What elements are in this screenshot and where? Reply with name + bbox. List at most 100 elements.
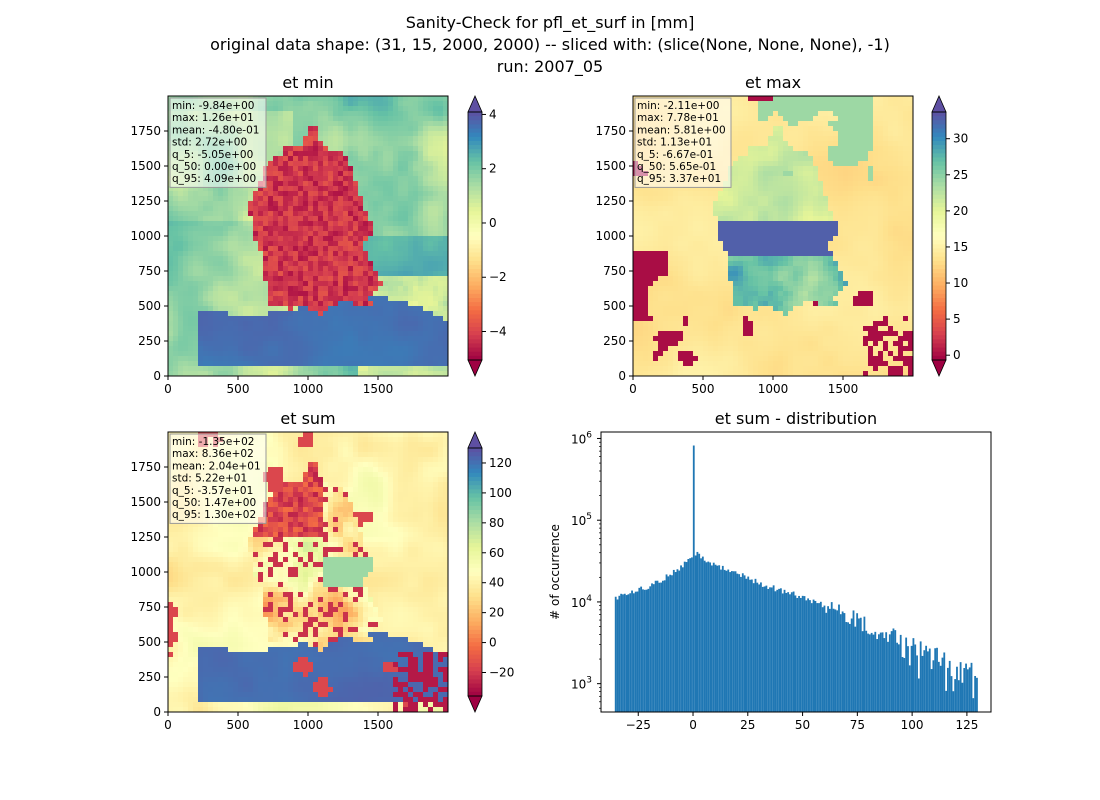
heatmap-cell xyxy=(873,146,878,151)
heatmap-cell xyxy=(888,206,893,211)
heatmap-cell xyxy=(313,181,318,186)
heatmap-cell xyxy=(423,116,428,121)
heatmap-cell xyxy=(873,106,878,111)
heatmap-cell xyxy=(888,116,893,121)
heatmap-cell xyxy=(353,96,358,101)
heatmap-cell xyxy=(318,321,323,326)
heatmap-cell xyxy=(683,196,688,201)
heatmap-cell xyxy=(743,126,748,131)
heatmap-cell xyxy=(393,206,398,211)
heatmap-cell xyxy=(393,176,398,181)
heatmap-cell xyxy=(228,336,233,341)
heatmap-cell xyxy=(398,146,403,151)
heatmap-cell xyxy=(753,141,758,146)
heatmap-cell xyxy=(288,226,293,231)
heatmap-cell xyxy=(348,366,353,371)
heatmap-cell xyxy=(438,151,443,156)
heatmap-cell xyxy=(238,316,243,321)
heatmap-cell xyxy=(358,221,363,226)
heatmap-cell xyxy=(228,231,233,236)
heatmap-cell xyxy=(838,156,843,161)
heatmap-cell xyxy=(258,296,263,301)
heatmap-cell xyxy=(793,106,798,111)
heatmap-cell xyxy=(398,171,403,176)
heatmap-cell xyxy=(903,166,908,171)
heatmap-cell xyxy=(223,221,228,226)
heatmap-cell xyxy=(438,356,443,361)
heatmap-cell xyxy=(818,156,823,161)
heatmap-cell xyxy=(908,126,913,131)
heatmap-cell xyxy=(758,241,763,246)
heatmap-cell xyxy=(208,201,213,206)
heatmap-cell xyxy=(633,236,638,241)
heatmap-cell xyxy=(408,366,413,371)
heatmap-cell xyxy=(388,306,393,311)
heatmap-cell xyxy=(273,361,278,366)
heatmap-cell xyxy=(778,136,783,141)
heatmap-cell xyxy=(413,306,418,311)
heatmap-cell xyxy=(883,211,888,216)
heatmap-cell xyxy=(373,186,378,191)
heatmap-cell xyxy=(408,136,413,141)
heatmap-cell xyxy=(343,346,348,351)
heatmap-cell xyxy=(778,126,783,131)
heatmap-cell xyxy=(198,341,203,346)
colorbar-segment xyxy=(468,215,482,221)
heatmap-cell xyxy=(418,156,423,161)
heatmap-cell xyxy=(833,131,838,136)
heatmap-cell xyxy=(748,126,753,131)
heatmap-cell xyxy=(843,181,848,186)
heatmap-cell xyxy=(788,116,793,121)
heatmap-cell xyxy=(363,171,368,176)
heatmap-cell xyxy=(428,266,433,271)
heatmap-cell xyxy=(358,316,363,321)
heatmap-cell xyxy=(223,366,228,371)
heatmap-cell xyxy=(443,271,448,276)
heatmap-cell xyxy=(813,186,818,191)
heatmap-cell xyxy=(418,351,423,356)
heatmap-cell xyxy=(293,106,298,111)
heatmap-cell xyxy=(298,236,303,241)
heatmap-cell xyxy=(903,211,908,216)
heatmap-cell xyxy=(658,221,663,226)
heatmap-cell xyxy=(658,251,663,256)
heatmap-cell xyxy=(663,251,668,256)
heatmap-cell xyxy=(268,196,273,201)
heatmap-cell xyxy=(333,196,338,201)
heatmap-cell xyxy=(413,171,418,176)
heatmap-cell xyxy=(323,286,328,291)
heatmap-cell xyxy=(323,271,328,276)
heatmap-cell xyxy=(808,136,813,141)
heatmap-cell xyxy=(298,266,303,271)
heatmap-cell xyxy=(168,266,173,271)
heatmap-cell xyxy=(398,126,403,131)
heatmap-cell xyxy=(323,311,328,316)
heatmap-cell xyxy=(373,211,378,216)
heatmap-cell xyxy=(178,321,183,326)
heatmap-cell xyxy=(293,121,298,126)
heatmap-cell xyxy=(273,256,278,261)
heatmap-cell xyxy=(313,251,318,256)
heatmap-cell xyxy=(388,256,393,261)
heatmap-cell xyxy=(298,141,303,146)
heatmap-cell xyxy=(398,226,403,231)
heatmap-cell xyxy=(208,261,213,266)
heatmap-cell xyxy=(788,181,793,186)
heatmap-cell xyxy=(338,171,343,176)
heatmap-cell xyxy=(418,206,423,211)
heatmap-cell xyxy=(893,226,898,231)
heatmap-cell xyxy=(173,191,178,196)
heatmap-cell xyxy=(768,216,773,221)
heatmap-cell xyxy=(783,166,788,171)
heatmap-cell xyxy=(363,301,368,306)
heatmap-cell xyxy=(353,146,358,151)
heatmap-cell xyxy=(423,261,428,266)
heatmap-cell xyxy=(288,136,293,141)
heatmap-cell xyxy=(303,211,308,216)
heatmap-cell xyxy=(258,291,263,296)
heatmap-cell xyxy=(878,231,883,236)
heatmap-cell xyxy=(248,371,253,376)
heatmap-cell xyxy=(768,236,773,241)
heatmap-cell xyxy=(668,221,673,226)
heatmap-cell xyxy=(723,196,728,201)
